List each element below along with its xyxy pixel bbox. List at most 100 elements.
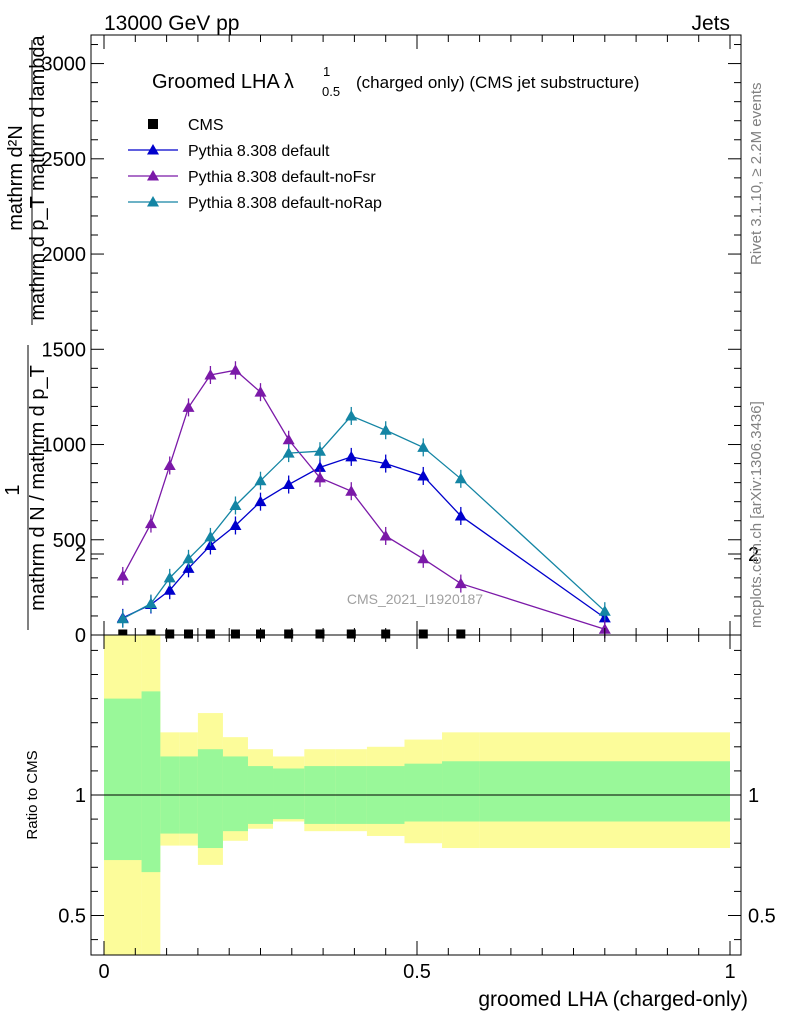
series-marker [313, 461, 326, 472]
band-bin [442, 761, 480, 822]
band-bin [222, 756, 248, 832]
main-plot-axes: 0 500 1000 1500 2000 2500 3000 [42, 35, 741, 647]
ylabel-numerator2: mathrm d p_T mathrm d lambda [27, 34, 49, 320]
series-marker [345, 450, 358, 462]
ratio-xtick-label: 0 [98, 961, 109, 983]
legend-marker [147, 196, 159, 207]
main-ytick-label: 0 [75, 625, 86, 647]
ratio-xtick-label: 1 [724, 961, 735, 983]
band-bin [141, 691, 161, 873]
cms-data-point [346, 629, 356, 639]
legend-label: Pythia 8.308 default-noFsr [188, 169, 376, 186]
legend-label: Pythia 8.308 default-noRap [188, 195, 382, 212]
series-2 [116, 361, 611, 639]
ratio-xtick-label: 0.5 [403, 961, 431, 983]
ratio-plot: 0.5 0.5 1 1 2 2 0 0.5 1 Ratio to CMS groomed LHA… [24, 544, 776, 1011]
cms-data-point [118, 629, 128, 639]
band-bin [273, 768, 305, 820]
band-bin [404, 763, 443, 822]
series-marker [163, 571, 176, 583]
series-marker [454, 509, 467, 521]
legend-marker [147, 144, 159, 155]
main-ytick-label: 2000 [42, 244, 87, 266]
legend: CMS Pythia 8.308 default Pythia 8.308 defa… [128, 117, 382, 212]
series-marker [282, 447, 295, 458]
band-1sigma [104, 691, 730, 873]
main-ylabel: mathrm d²N mathrm d p_T mathrm d lambda … [2, 34, 49, 630]
band-bin [479, 761, 730, 822]
cms-data-point [184, 629, 194, 639]
ylabel-frac-numerator: 1 [2, 484, 24, 495]
series-marker [345, 409, 358, 421]
cms-data-point [205, 629, 215, 639]
ylabel-denominator: mathrm d N / mathrm d p_T [27, 365, 49, 611]
rivet-version-label: Rivet 3.1.10, ≥ 2.2M events [748, 83, 765, 266]
series-marker [417, 552, 430, 564]
series-marker [282, 478, 295, 490]
series-marker [417, 441, 430, 452]
plot-title: Groomed LHA λ [152, 71, 294, 93]
main-ytick-label: 1000 [42, 435, 87, 457]
ratio-ylabel: Ratio to CMS [24, 750, 41, 839]
cms-data-point [165, 629, 175, 639]
ratio-ytick-label-right: 0.5 [748, 906, 776, 928]
ratio-ytick-label-right: 2 [748, 544, 759, 566]
ratio-plot-axes: 0.5 0.5 1 1 2 2 0 0.5 1 [58, 544, 776, 983]
legend-label: Pythia 8.308 default [188, 143, 330, 160]
series-marker [454, 577, 467, 589]
series-marker [163, 584, 176, 595]
series-marker [229, 499, 242, 510]
legend-entry: Pythia 8.308 default-noRap [128, 195, 382, 212]
plot-title-sub: 0.5 [322, 84, 340, 99]
header-process-label: Jets [691, 12, 730, 35]
series-marker [116, 569, 129, 581]
cms-data-point [284, 629, 294, 639]
series-marker [282, 433, 295, 445]
series-marker [116, 612, 129, 624]
main-ytick-label: 2500 [42, 149, 87, 171]
series-marker [254, 386, 267, 397]
legend-marker [147, 170, 159, 181]
series-marker [254, 474, 267, 486]
series-line [122, 369, 605, 630]
series-marker [144, 517, 157, 529]
cms-data-point [456, 629, 466, 639]
main-ytick-label: 500 [53, 530, 86, 552]
ylabel-numerator: mathrm d²N [5, 125, 27, 231]
series-marker [345, 485, 358, 496]
main-plot-marks [116, 361, 611, 639]
legend-entry: Pythia 8.308 default [128, 143, 330, 160]
cms-data-point [418, 629, 428, 639]
plot-title-lambda: λ [284, 71, 294, 93]
series-line [122, 456, 606, 619]
series-marker [204, 530, 217, 542]
series-marker [144, 597, 157, 609]
plot-title-main: Groomed LHA [152, 71, 280, 93]
legend-marker [148, 119, 158, 129]
series-marker [379, 529, 392, 541]
series-marker [182, 401, 195, 412]
band-bin [197, 749, 223, 849]
cms-data-point [230, 629, 240, 639]
series-marker [229, 519, 242, 530]
series-marker [229, 364, 242, 375]
legend-label: CMS [188, 117, 224, 134]
ratio-ytick-label-right: 1 [748, 785, 759, 807]
main-ytick-label: 3000 [42, 54, 87, 76]
series-marker [417, 469, 430, 481]
analysis-watermark: CMS_2021_I1920187 [347, 591, 483, 607]
ratio-ytick-label: 0.5 [58, 906, 86, 928]
cms-data-point [315, 629, 325, 639]
ratio-ytick-label: 1 [75, 785, 86, 807]
series-marker [182, 552, 195, 564]
plot-title-rest: (charged only) (CMS jet substructure) [356, 73, 639, 92]
series-marker [313, 445, 326, 456]
series-marker [454, 472, 467, 484]
ratio-plot-marks [91, 635, 741, 955]
series-line [122, 415, 606, 620]
plot-title-sup: 1 [323, 64, 330, 79]
mcplots-label: mcplots.cern.ch [arXiv:1306.3436] [748, 401, 765, 628]
series-marker [379, 424, 392, 435]
band-bin [104, 698, 142, 861]
